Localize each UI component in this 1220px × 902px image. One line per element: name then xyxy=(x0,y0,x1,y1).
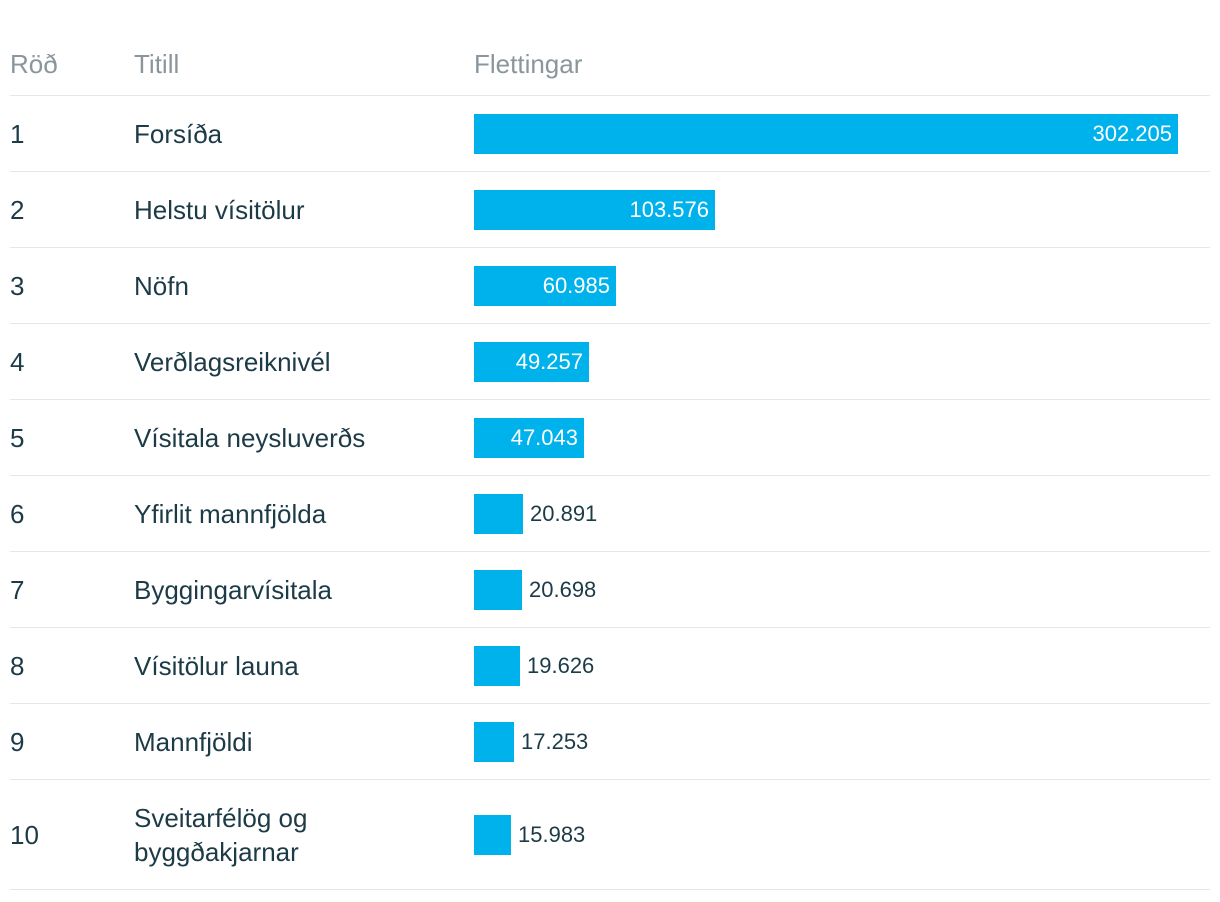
bar-value-label: 20.891 xyxy=(530,500,598,526)
bar-area: 302.205 xyxy=(474,113,1178,154)
row-title: Byggingarvísitala xyxy=(134,574,332,605)
row-title: Verðlagsreiknivél xyxy=(134,346,331,377)
bar-area: 20.891 xyxy=(474,493,1178,534)
bar xyxy=(474,493,523,534)
table-header: Röð Titill Flettingar xyxy=(10,0,1210,96)
bar xyxy=(474,265,616,306)
table-row: 6 Yfirlit mannfjölda 20.891 xyxy=(10,476,1210,552)
bar-value-label: 60.985 xyxy=(542,272,610,298)
bar-area: 60.985 xyxy=(474,265,1178,306)
row-rank: 5 xyxy=(10,422,25,453)
row-rank: 2 xyxy=(10,194,25,225)
bar-area: 15.983 xyxy=(474,814,1178,855)
table-row: 5 Vísitala neysluverðs 47.043 xyxy=(10,400,1210,476)
row-rank: 4 xyxy=(10,346,25,377)
row-rank: 6 xyxy=(10,498,25,529)
bar xyxy=(474,189,715,230)
row-rank: 3 xyxy=(10,270,25,301)
bar-area: 20.698 xyxy=(474,569,1178,610)
bar xyxy=(474,113,1178,154)
table-row: 9 Mannfjöldi 17.253 xyxy=(10,704,1210,780)
bar xyxy=(474,341,589,382)
bar xyxy=(474,645,520,686)
bar xyxy=(474,417,584,458)
bar-value-label: 19.626 xyxy=(527,652,595,678)
row-title: Vísitölur launa xyxy=(134,650,299,681)
header-title: Titill xyxy=(134,49,180,79)
row-title: Yfirlit mannfjölda xyxy=(134,498,327,529)
bar xyxy=(474,721,514,762)
table-body: 1 Forsíða 302.205 2 Helstu vísitölur 103.576 3… xyxy=(10,96,1210,890)
row-title: Sveitarfélög og byggðakjarnar xyxy=(134,802,308,867)
bar-value-label: 103.576 xyxy=(629,196,709,222)
table-row: 8 Vísitölur launa 19.626 xyxy=(10,628,1210,704)
bar-area: 49.257 xyxy=(474,341,1178,382)
row-rank: 8 xyxy=(10,650,25,681)
row-title: Nöfn xyxy=(134,270,189,301)
table-row: 10 Sveitarfélög og byggðakjarnar 15.983 xyxy=(10,780,1210,890)
row-rank: 7 xyxy=(10,574,25,605)
bar xyxy=(474,814,511,855)
table-row: 1 Forsíða 302.205 xyxy=(10,96,1210,172)
table-row: 3 Nöfn 60.985 xyxy=(10,248,1210,324)
row-rank: 10 xyxy=(10,819,39,850)
bar-area: 17.253 xyxy=(474,721,1178,762)
row-title: Mannfjöldi xyxy=(134,726,253,757)
header-rank: Röð xyxy=(10,49,58,79)
bar-value-label: 49.257 xyxy=(515,348,583,374)
page-views-table: Röð Titill Flettingar 1 Forsíða 302.205 2 He… xyxy=(10,0,1210,890)
bar-value-label: 47.043 xyxy=(510,424,578,450)
row-title: Forsíða xyxy=(134,118,223,149)
bar xyxy=(474,569,522,610)
bar-value-label: 20.698 xyxy=(529,576,597,602)
row-title: Vísitala neysluverðs xyxy=(134,422,366,453)
bar-value-label: 17.253 xyxy=(521,728,589,754)
row-rank: 1 xyxy=(10,118,25,149)
bar-value-label: 15.983 xyxy=(518,821,586,847)
bar-value-label: 302.205 xyxy=(1092,120,1172,146)
table-row: 4 Verðlagsreiknivél 49.257 xyxy=(10,324,1210,400)
row-title: Helstu vísitölur xyxy=(134,194,305,225)
bar-area: 19.626 xyxy=(474,645,1178,686)
bar-area: 103.576 xyxy=(474,189,1178,230)
row-rank: 9 xyxy=(10,726,25,757)
header-views: Flettingar xyxy=(474,49,583,79)
table-row: 2 Helstu vísitölur 103.576 xyxy=(10,172,1210,248)
table-row: 7 Byggingarvísitala 20.698 xyxy=(10,552,1210,628)
bar-area: 47.043 xyxy=(474,417,1178,458)
